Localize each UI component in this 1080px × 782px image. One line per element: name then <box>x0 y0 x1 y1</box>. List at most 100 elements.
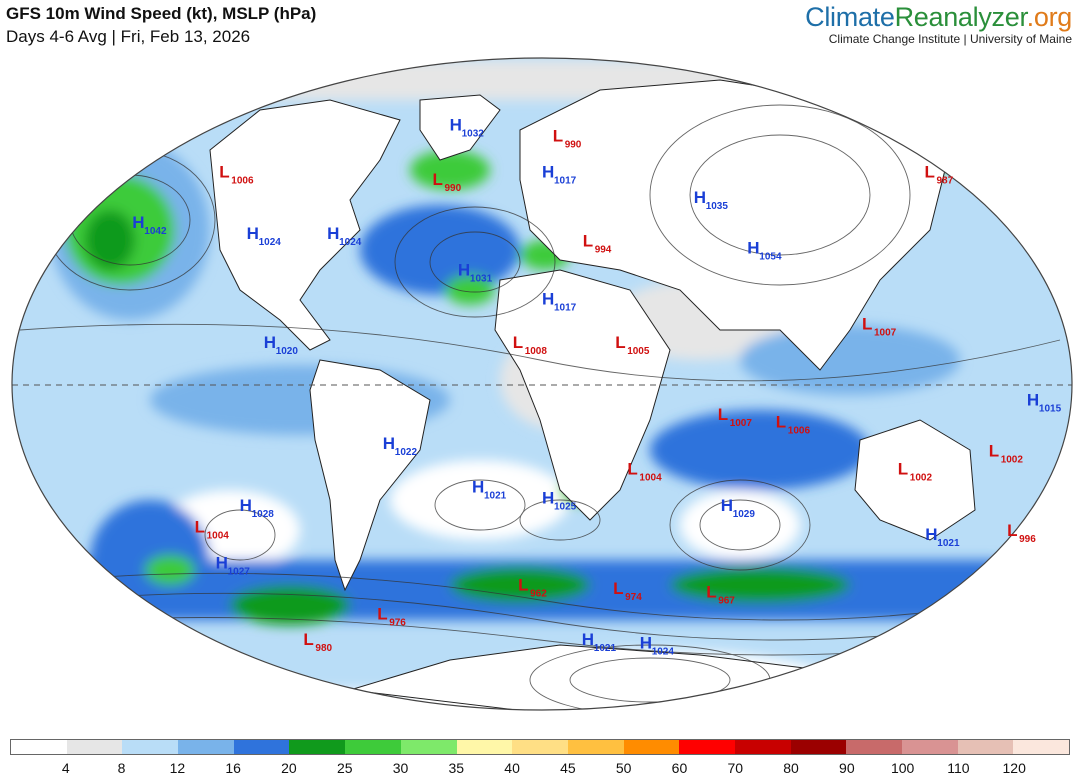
pressure-value: 1027 <box>228 567 251 578</box>
pressure-value: 1007 <box>874 328 897 339</box>
pressure-value: 1002 <box>910 473 933 484</box>
low-pressure-label: L <box>518 576 528 595</box>
pressure-value: 1004 <box>639 473 662 484</box>
pressure-value: 990 <box>445 183 462 194</box>
colorbar-swatch <box>957 740 1014 754</box>
pressure-value: 967 <box>718 596 735 607</box>
pressure-value: 1021 <box>937 538 960 549</box>
high-pressure-label: H <box>264 333 276 352</box>
pressure-value: 1024 <box>652 646 675 657</box>
high-pressure-label: H <box>640 633 652 652</box>
pressure-value: 1004 <box>207 531 230 542</box>
brand-logo[interactable]: ClimateReanalyzer.org <box>805 2 1072 33</box>
low-pressure-label: L <box>303 630 313 649</box>
low-pressure-label: L <box>898 460 908 479</box>
high-pressure-label: H <box>694 188 706 207</box>
globe-background <box>12 58 1072 710</box>
colorbar-tick-label: 80 <box>783 760 799 776</box>
africa <box>494 269 671 521</box>
pressure-value: 1021 <box>594 643 617 654</box>
pressure-value: 1024 <box>339 237 362 248</box>
colorbar-swatch <box>846 740 902 754</box>
colorbar-swatch <box>902 740 958 754</box>
low-pressure-label: L <box>1007 521 1017 540</box>
australia <box>854 419 976 541</box>
pressure-value: 987 <box>937 176 954 187</box>
pressure-value: 1002 <box>1001 454 1024 465</box>
high-pressure-label: H <box>925 525 937 544</box>
colorbar-tick-label: 100 <box>890 760 915 776</box>
high-pressure-label: H <box>1027 391 1039 410</box>
colorbar-tick-label: 50 <box>615 760 632 776</box>
colorbar-swatch <box>790 740 847 754</box>
high-pressure-label: H <box>747 239 759 258</box>
pressure-value: 1017 <box>554 176 577 187</box>
high-pressure-label: H <box>327 224 339 243</box>
colorbar-swatch <box>400 740 457 754</box>
low-pressure-label: L <box>613 579 623 598</box>
colorbar-tick-label: 20 <box>281 760 297 776</box>
low-pressure-label: L <box>377 604 387 623</box>
pressure-value: 996 <box>1019 534 1036 545</box>
brand-part3: .org <box>1026 2 1073 32</box>
pressure-value: 1025 <box>554 502 577 513</box>
colorbar-swatch <box>66 740 123 754</box>
low-pressure-label: L <box>989 441 999 460</box>
low-pressure-label: L <box>433 170 443 189</box>
pressure-value: 1028 <box>252 509 275 520</box>
colorbar-tick-label: 40 <box>504 760 520 776</box>
high-pressure-label: H <box>542 163 554 182</box>
pressure-value: 1006 <box>788 426 811 437</box>
brand-part2: Reanalyzer <box>894 2 1027 32</box>
high-pressure-label: H <box>472 478 484 497</box>
high-pressure-label: H <box>542 289 554 308</box>
pressure-value: 962 <box>530 589 547 600</box>
pressure-value: 976 <box>389 617 406 628</box>
colorbar-swatch <box>122 740 179 754</box>
colorbar-tick-label: 8 <box>117 760 126 776</box>
colorbar-swatch <box>567 740 624 754</box>
low-pressure-label: L <box>627 460 637 479</box>
high-pressure-label: H <box>582 630 594 649</box>
south-america <box>309 359 431 592</box>
pressure-value: 1015 <box>1039 404 1062 415</box>
greenland <box>419 94 501 161</box>
colorbar-swatch <box>456 740 513 754</box>
colorbar-swatch <box>178 740 234 754</box>
pressure-value: 1008 <box>525 346 548 357</box>
colorbar-swatch <box>345 740 401 754</box>
pressure-value: 994 <box>595 244 612 255</box>
colorbar-swatch <box>11 740 67 754</box>
low-pressure-label: L <box>718 405 728 424</box>
pressure-value: 1032 <box>462 128 485 139</box>
low-pressure-label: L <box>776 413 786 432</box>
colorbar-tick-label: 110 <box>947 760 970 776</box>
colorbar-tick-label: 70 <box>727 760 744 776</box>
colorbar-tick-label: 90 <box>839 760 855 776</box>
globe-border <box>11 57 1073 711</box>
high-pressure-label: H <box>721 496 733 515</box>
pressure-value: 1031 <box>470 273 493 284</box>
pressure-value: 1021 <box>484 491 507 502</box>
high-pressure-label: H <box>450 115 462 134</box>
colorbar-tick-label: 4 <box>61 760 70 776</box>
pressure-value: 974 <box>625 592 642 603</box>
colorbar-swatch <box>623 740 680 754</box>
colorbar-tick-label: 25 <box>336 760 353 776</box>
pressure-value: 1024 <box>259 237 282 248</box>
map-subtitle: Days 4-6 Avg | Fri, Feb 13, 2026 <box>6 27 251 46</box>
low-pressure-label: L <box>706 583 716 602</box>
high-pressure-label: H <box>383 434 395 453</box>
high-pressure-label: H <box>240 496 252 515</box>
colorbar <box>10 739 1070 755</box>
colorbar-swatch <box>233 740 290 754</box>
low-pressure-label: L <box>553 126 563 145</box>
colorbar-tick-label: 60 <box>671 760 688 776</box>
brand-subtitle: Climate Change Institute | University of… <box>828 32 1072 46</box>
low-pressure-label: L <box>583 231 593 250</box>
high-pressure-label: H <box>458 260 470 279</box>
pressure-value: 1007 <box>730 418 753 429</box>
high-pressure-label: H <box>216 554 228 573</box>
